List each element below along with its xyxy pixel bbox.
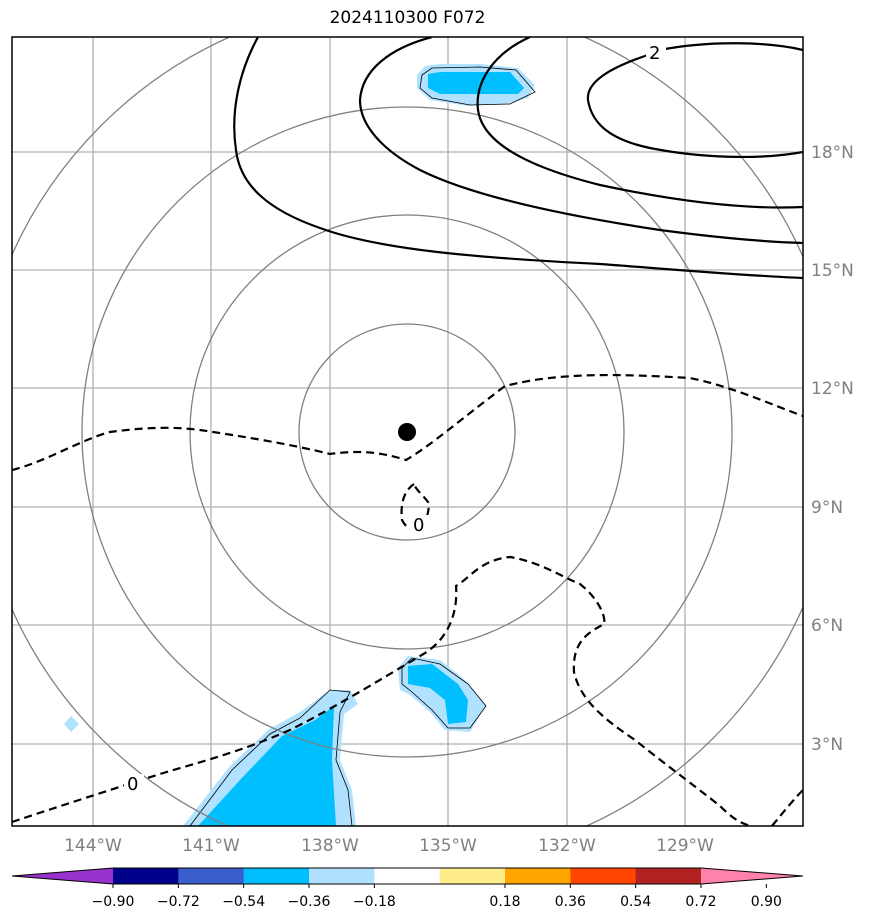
colorbar-tick-label: −0.72	[157, 894, 200, 910]
colorbar: −0.90 −0.72 −0.54 −0.36 −0.18 0.18 0.36 0.54 0.7…	[11, 867, 804, 910]
lat-label: 18°N	[811, 143, 854, 163]
contour-label-2: 2	[649, 43, 660, 64]
lon-label: 138°W	[301, 836, 359, 856]
colorbar-tick-label: −0.54	[222, 894, 265, 910]
colorbar-segment	[570, 868, 637, 884]
positive-contours	[233, 37, 803, 280]
colorbar-tick-label: 0.36	[555, 894, 586, 910]
map-frame	[11, 36, 804, 827]
lon-label: 135°W	[419, 836, 477, 856]
contour-label-0-center: 0	[413, 515, 424, 536]
colorbar-extend-low	[12, 868, 113, 884]
lat-label: 3°N	[811, 735, 843, 755]
longitude-labels: 144°W 141°W 138°W 135°W 132°W 129°W	[64, 836, 714, 856]
colorbar-tick-label: 0.72	[685, 894, 716, 910]
lat-label: 6°N	[811, 616, 843, 636]
storm-center-marker	[398, 423, 416, 441]
lat-label: 9°N	[811, 498, 843, 518]
colorbar-segment	[178, 868, 245, 884]
latitude-labels: 18°N 15°N 12°N 9°N 6°N 3°N	[811, 143, 854, 755]
lon-label: 144°W	[64, 836, 122, 856]
colorbar-tick-label: −0.90	[92, 894, 135, 910]
lat-label: 12°N	[811, 379, 854, 399]
colorbar-tick-label: 0.18	[489, 894, 520, 910]
colorbar-segment	[309, 868, 375, 884]
colorbar-tick-label: −0.18	[353, 894, 396, 910]
colorbar-segment	[243, 868, 310, 884]
range-rings	[12, 37, 803, 826]
colorbar-extend-high	[701, 868, 803, 884]
contour-labels: 2 0 0	[124, 42, 666, 795]
contour-label-0-south: 0	[127, 774, 138, 795]
colorbar-segment	[635, 868, 702, 884]
lon-label: 132°W	[538, 836, 596, 856]
colorbar-segment	[439, 868, 506, 884]
colorbar-segment	[374, 868, 441, 884]
lon-label: 129°W	[656, 836, 714, 856]
colorbar-segment	[505, 868, 571, 884]
colorbar-tick-label: −0.36	[288, 894, 331, 910]
lat-label: 15°N	[811, 261, 854, 281]
colorbar-tick-label: 0.54	[620, 894, 651, 910]
shading-outline	[189, 66, 536, 826]
colorbar-segment	[113, 868, 179, 884]
lon-label: 141°W	[182, 836, 240, 856]
map-title: 2024110300 F072	[329, 8, 486, 28]
shaded-field	[64, 64, 535, 826]
colorbar-tick-label: 0.90	[751, 894, 782, 910]
